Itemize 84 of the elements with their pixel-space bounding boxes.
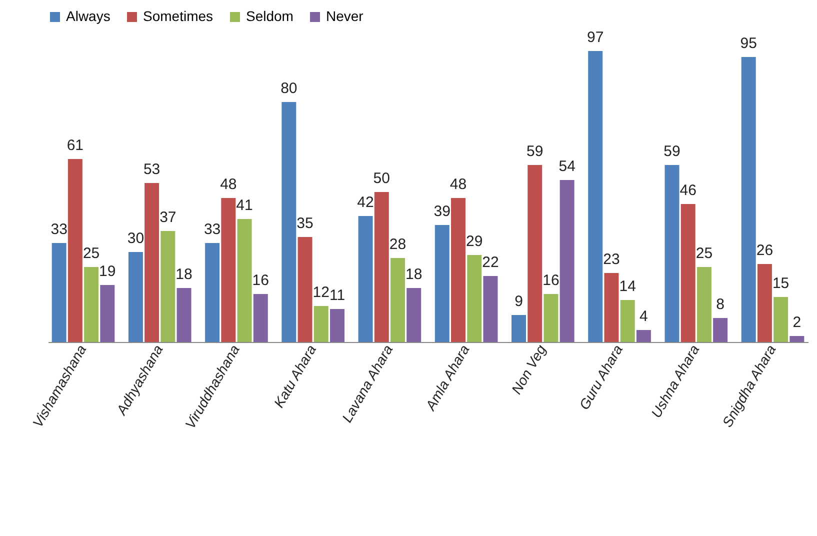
bar bbox=[128, 252, 143, 342]
data-label: 14 bbox=[619, 278, 636, 295]
bar bbox=[713, 318, 728, 342]
legend-label: Always bbox=[66, 8, 110, 24]
bar bbox=[560, 180, 574, 342]
bar bbox=[406, 288, 422, 342]
data-label: 22 bbox=[482, 254, 499, 271]
data-label: 25 bbox=[82, 245, 100, 262]
bar bbox=[52, 243, 66, 342]
bar bbox=[374, 192, 389, 342]
data-label: 59 bbox=[664, 143, 680, 160]
bar bbox=[68, 159, 82, 342]
bar bbox=[467, 255, 482, 342]
bar bbox=[314, 306, 328, 342]
data-label: 35 bbox=[296, 215, 314, 232]
bar bbox=[604, 273, 619, 342]
data-label: 53 bbox=[143, 161, 160, 178]
data-label: 28 bbox=[389, 236, 406, 253]
data-label: 23 bbox=[603, 251, 620, 268]
data-label: 18 bbox=[406, 266, 422, 283]
data-label: 2 bbox=[792, 314, 802, 331]
data-label: 97 bbox=[587, 29, 604, 46]
bar bbox=[221, 198, 236, 342]
data-label: 9 bbox=[514, 293, 523, 310]
data-label: 33 bbox=[204, 221, 221, 238]
data-label: 48 bbox=[220, 176, 237, 193]
bar bbox=[588, 51, 603, 342]
data-label: 95 bbox=[740, 35, 757, 52]
bar bbox=[664, 165, 680, 342]
legend-label: Sometimes bbox=[143, 8, 214, 24]
bar bbox=[636, 330, 651, 342]
bar bbox=[757, 264, 772, 342]
bar bbox=[696, 267, 712, 342]
data-label: 33 bbox=[50, 221, 68, 238]
data-label: 41 bbox=[236, 197, 253, 214]
bar bbox=[741, 57, 756, 342]
data-label: 37 bbox=[160, 209, 176, 226]
data-label: 59 bbox=[526, 143, 544, 160]
data-label: 61 bbox=[66, 137, 84, 154]
data-label: 16 bbox=[542, 272, 560, 289]
data-label: 8 bbox=[716, 296, 724, 313]
data-label: 11 bbox=[329, 287, 346, 304]
data-label: 18 bbox=[176, 266, 192, 283]
data-label: 4 bbox=[640, 308, 648, 325]
data-label: 16 bbox=[252, 272, 269, 289]
bar bbox=[100, 285, 115, 342]
bar bbox=[790, 336, 804, 342]
bar bbox=[330, 309, 344, 342]
data-label: 26 bbox=[756, 242, 774, 259]
data-label: 39 bbox=[434, 203, 450, 220]
bar bbox=[434, 225, 450, 342]
bar bbox=[84, 267, 99, 342]
bar bbox=[680, 204, 696, 342]
bar bbox=[253, 294, 268, 342]
data-label: 25 bbox=[696, 245, 713, 262]
bar bbox=[205, 243, 220, 342]
data-label: 50 bbox=[373, 170, 390, 187]
bar bbox=[358, 216, 373, 342]
bar bbox=[512, 315, 526, 342]
legend-label: Never bbox=[326, 8, 364, 24]
data-label: 54 bbox=[558, 158, 576, 175]
bar bbox=[544, 294, 558, 342]
data-label: 30 bbox=[127, 230, 144, 247]
data-label: 12 bbox=[312, 284, 330, 301]
bar bbox=[390, 258, 405, 342]
data-label: 46 bbox=[680, 182, 696, 199]
data-label: 19 bbox=[99, 263, 116, 280]
bar bbox=[176, 288, 192, 342]
data-label: 42 bbox=[357, 194, 374, 211]
bar bbox=[774, 297, 788, 342]
bar bbox=[282, 102, 296, 342]
bar bbox=[528, 165, 542, 342]
data-label: 29 bbox=[466, 233, 483, 250]
bar bbox=[483, 276, 498, 342]
legend-label: Seldom bbox=[246, 8, 294, 24]
bar bbox=[298, 237, 312, 342]
bar bbox=[160, 231, 176, 342]
data-label: 15 bbox=[772, 275, 790, 292]
bar bbox=[237, 219, 252, 342]
bar bbox=[620, 300, 635, 342]
data-label: 80 bbox=[280, 80, 298, 97]
data-label: 48 bbox=[450, 176, 467, 193]
bar bbox=[451, 198, 466, 342]
bar bbox=[144, 183, 160, 342]
